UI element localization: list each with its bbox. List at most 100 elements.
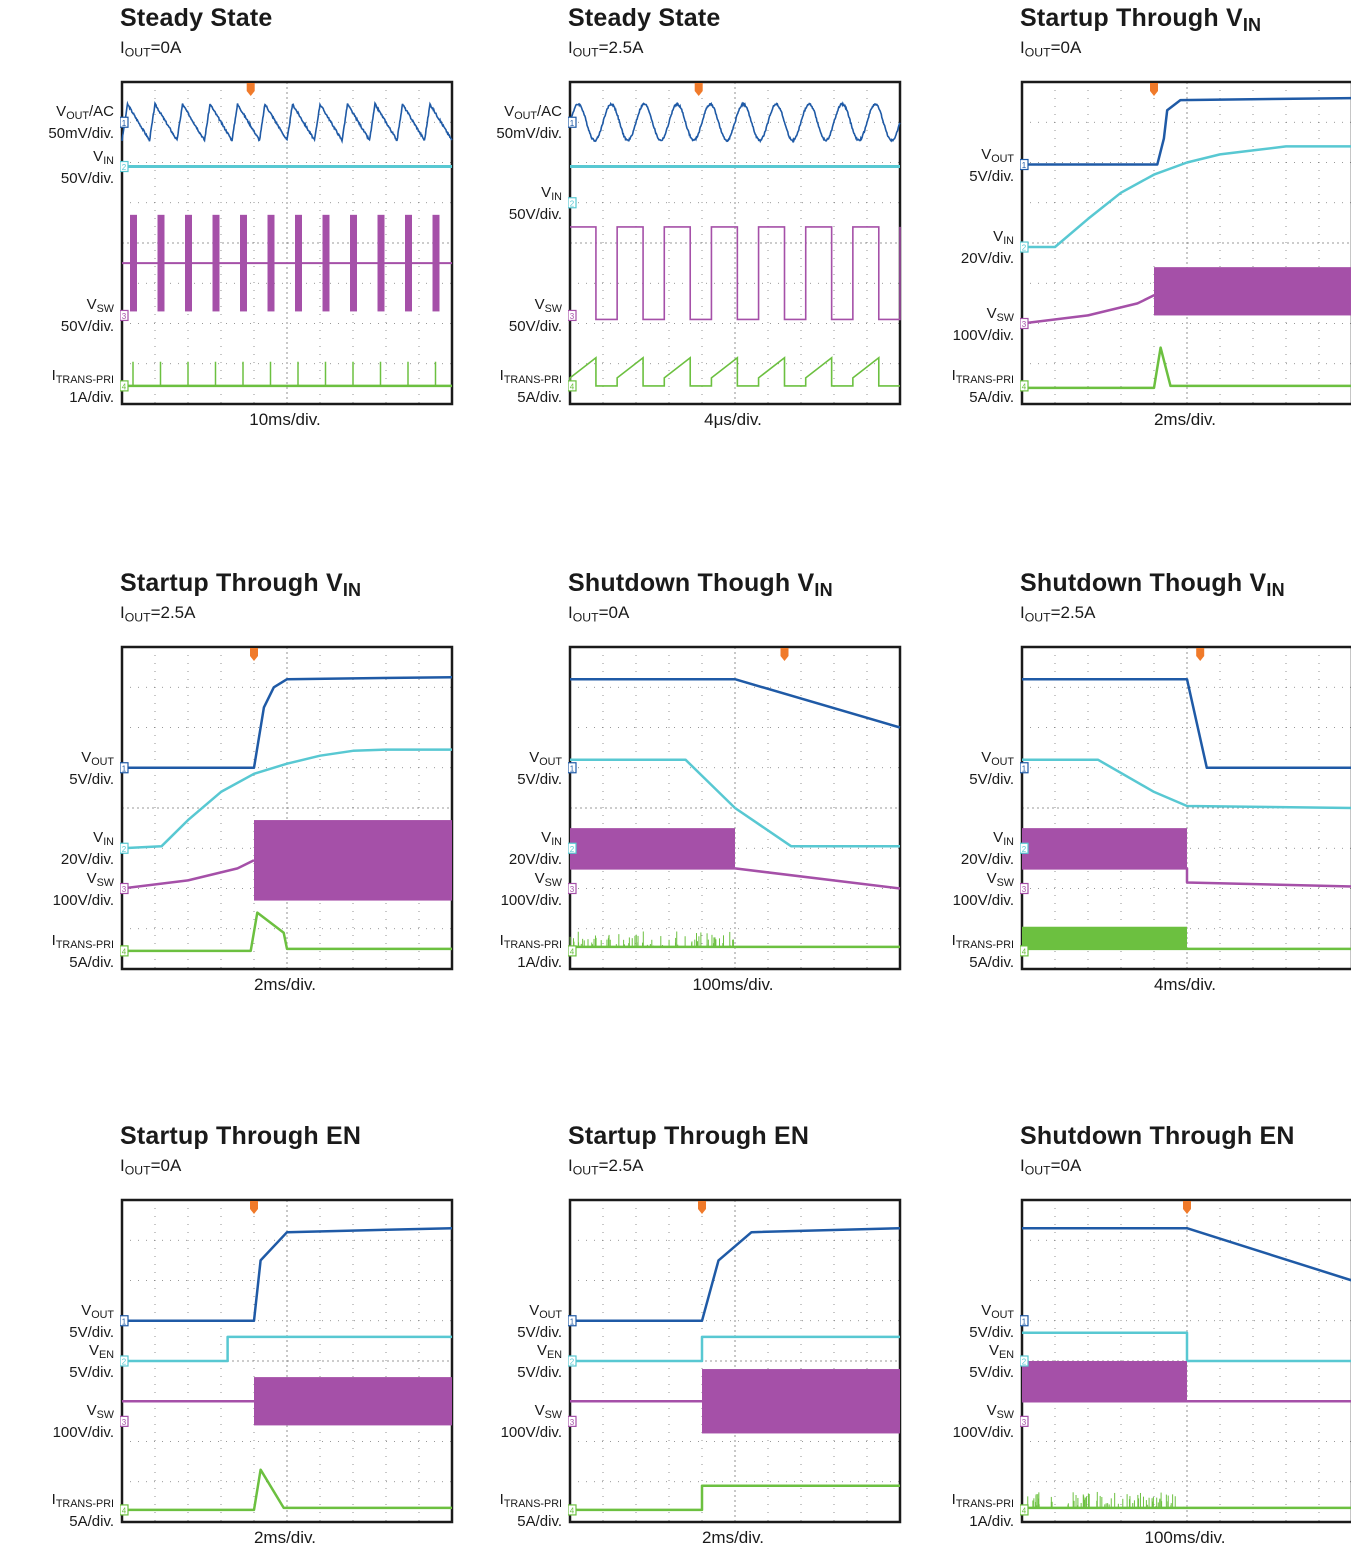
panel-title: Shutdown Through EN [1020, 1122, 1295, 1151]
panel-condition: IOUT=0A [120, 38, 181, 59]
svg-text:3: 3 [570, 1418, 575, 1427]
channel-name-sub: IN [103, 836, 114, 849]
trace-line [1022, 867, 1351, 888]
channel-name: VIN [961, 829, 1014, 851]
channel-name-main: V [81, 748, 92, 766]
oscilloscope-screen: 1 2 3 4 [120, 645, 454, 971]
panel-title-text: Startup Through V [120, 569, 343, 597]
trigger-icon [1150, 83, 1158, 96]
channel-label: VOUT 5V/div. [517, 749, 562, 788]
channel-marker-4: 4 [1020, 1504, 1029, 1516]
trace-line [1022, 346, 1351, 390]
svg-text:1: 1 [1022, 161, 1027, 170]
channel-scale: 100V/div. [52, 891, 114, 909]
series-2 [1022, 145, 1351, 249]
channel-name: VSW [953, 305, 1014, 327]
scope-panel: Steady State IOUT=0A 1 2 3 4 VOUT/AC 50mV/div. V… [10, 0, 460, 450]
panel-title-text: Steady State [568, 4, 721, 32]
channel-name: VIN [509, 829, 562, 851]
channel-marker-1: 1 [120, 116, 129, 128]
svg-text:1: 1 [570, 1317, 575, 1326]
channel-label: ITRANS-PRI 5A/div. [500, 367, 562, 406]
channel-name: VOUT [517, 749, 562, 771]
oscilloscope-screen: 1 2 3 4 [568, 80, 902, 406]
channel-name: ITRANS-PRI [952, 367, 1014, 389]
channel-name: ITRANS-PRI [500, 1491, 562, 1513]
channel-marker-3: 3 [568, 882, 577, 895]
scope-plot: 1 2 3 4 [568, 645, 902, 971]
channel-label: VOUT/AC 50mV/div. [496, 103, 562, 142]
channel-name-sub: OUT [991, 1308, 1014, 1321]
svg-text:3: 3 [1022, 320, 1027, 329]
channel-label: VEN 5V/div. [69, 1342, 114, 1381]
trace-line [1022, 1331, 1351, 1363]
svg-text:1: 1 [122, 119, 127, 128]
trigger-marker [250, 648, 258, 661]
switching-burst [254, 1377, 452, 1426]
panel-title-text: Shutdown Through EN [1020, 1122, 1295, 1150]
series-3 [570, 226, 901, 321]
channel-name: ITRANS-PRI [52, 932, 114, 954]
channel-marker-1: 1 [120, 762, 129, 774]
condition-post: =0A [150, 1156, 182, 1175]
panel-condition: IOUT=0A [1020, 38, 1081, 59]
channel-scale: 5A/div. [517, 388, 562, 406]
oscilloscope-screen: 1 2 3 4 [568, 645, 902, 971]
channel-name-main: I [499, 1490, 504, 1508]
channel-scale: 5V/div. [517, 770, 562, 788]
channel-label: ITRANS-PRI 5A/div. [500, 1491, 562, 1530]
channel-name-main: I [951, 366, 956, 384]
channel-label: VSW 100V/div. [501, 1402, 562, 1441]
panel-title: Startup Through VIN [1020, 4, 1261, 36]
channel-name: VOUT [69, 1302, 114, 1324]
switching-burst [1022, 1361, 1187, 1402]
channel-name-sub: SW [996, 876, 1014, 889]
svg-text:4: 4 [122, 382, 127, 391]
trigger-marker [1183, 1201, 1191, 1214]
channel-marker-1: 1 [1020, 1315, 1029, 1327]
channel-name-sub: SW [96, 303, 114, 316]
svg-text:3: 3 [1022, 1418, 1027, 1427]
series-1 [570, 677, 901, 729]
condition-main: I [1020, 1156, 1025, 1175]
channel-label: ITRANS-PRI 1A/div. [500, 932, 562, 971]
series-4 [570, 1484, 900, 1512]
svg-text:4: 4 [1022, 382, 1027, 391]
channel-name-sub: TRANS-PRI [503, 938, 562, 951]
channel-scale: 5V/div. [69, 1364, 114, 1382]
channel-name-sub: OUT [991, 755, 1014, 768]
condition-post: =2.5A [598, 38, 644, 57]
channel-scale: 1A/div. [969, 1512, 1014, 1530]
switching-burst [1022, 828, 1187, 869]
channel-marker-4: 4 [568, 1504, 577, 1516]
channel-name-sub: TRANS-PRI [955, 373, 1014, 386]
scope-plot: 1 2 3 4 [568, 80, 902, 406]
channel-marker-3: 3 [1020, 882, 1029, 895]
panel-condition: IOUT=2.5A [568, 38, 643, 59]
channel-name: VOUT [969, 146, 1014, 168]
timebase-label: 100ms/div. [692, 975, 774, 994]
timebase-label: 100ms/div. [1144, 1528, 1226, 1547]
scope-plot: 1 2 3 4 [1020, 80, 1351, 406]
panel-condition: IOUT=2.5A [120, 603, 195, 624]
trigger-icon [694, 83, 703, 96]
channel-label: VSW 100V/div. [501, 870, 562, 909]
channel-label: VSW 100V/div. [953, 870, 1014, 909]
series-1 [1022, 96, 1351, 166]
svg-text:1: 1 [122, 1317, 127, 1326]
trace-line [1022, 145, 1351, 249]
channel-label: VSW 50V/div. [509, 296, 562, 335]
channel-name-main: V [88, 1342, 99, 1359]
trace-line [122, 1335, 452, 1363]
channel-marker-3: 3 [568, 309, 577, 322]
scope-plot: 1 2 3 4 [120, 1198, 454, 1524]
channel-marker-3: 3 [1020, 317, 1029, 330]
panel-title: Shutdown Though VIN [568, 569, 833, 601]
series-1 [1022, 1226, 1351, 1282]
trace-line [570, 1226, 901, 1323]
channel-name-sub: SW [96, 876, 114, 889]
channel-label: VEN 5V/div. [517, 1342, 562, 1381]
channel-label: VSW 100V/div. [53, 1402, 114, 1441]
channel-name: ITRANS-PRI [500, 367, 562, 389]
channel-marker-1: 1 [1020, 158, 1029, 171]
